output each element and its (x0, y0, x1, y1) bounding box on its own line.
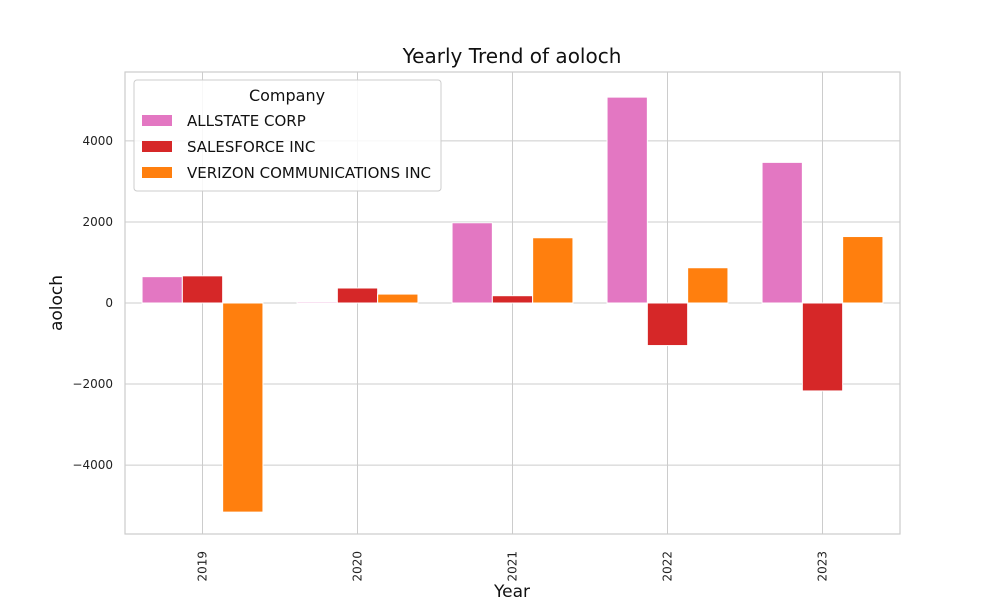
bar (532, 237, 574, 304)
bar (491, 295, 534, 304)
y-tick-label: −2000 (72, 377, 113, 391)
tick-labels: −4000 −2000 0 2000 4000 2019 2020 2021 2022 2023 (72, 134, 829, 582)
y-tick-label: 0 (105, 296, 113, 310)
bar (842, 236, 884, 304)
legend-swatch (142, 167, 172, 178)
bar (606, 96, 648, 304)
legend-label: VERIZON COMMUNICATIONS INC (187, 164, 431, 182)
bar (336, 287, 379, 304)
legend-swatch (142, 141, 172, 152)
y-tick-label: 4000 (82, 134, 113, 148)
legend: Company ALLSTATE CORP SALESFORCE INC VERIZ… (133, 79, 442, 192)
y-tick-label: −4000 (72, 458, 113, 472)
x-tick-label: 2020 (351, 551, 365, 582)
x-axis-label: Year (493, 582, 530, 600)
x-tick-label: 2019 (196, 551, 210, 582)
bar (296, 301, 338, 304)
legend-label: ALLSTATE CORP (187, 112, 306, 130)
legend-title: Company (249, 86, 325, 105)
bar (451, 222, 493, 304)
legend-swatch (142, 115, 172, 126)
x-tick-label: 2023 (816, 551, 830, 582)
bar (181, 275, 224, 304)
legend-box (133, 79, 442, 192)
bar (761, 161, 803, 304)
y-tick-label: 2000 (82, 215, 113, 229)
bar (801, 302, 844, 392)
x-tick-label: 2022 (661, 551, 675, 582)
y-axis-label: aoloch (47, 275, 67, 331)
bar (377, 293, 419, 304)
bar (687, 267, 729, 304)
chart-title: Yearly Trend of aoloch (402, 44, 622, 68)
bar (646, 302, 689, 347)
bars (141, 96, 884, 513)
x-tick-label: 2021 (506, 551, 520, 582)
bar (222, 302, 264, 513)
plot-area-frame (124, 71, 901, 535)
bar (141, 276, 183, 304)
legend-label: SALESFORCE INC (187, 138, 315, 156)
